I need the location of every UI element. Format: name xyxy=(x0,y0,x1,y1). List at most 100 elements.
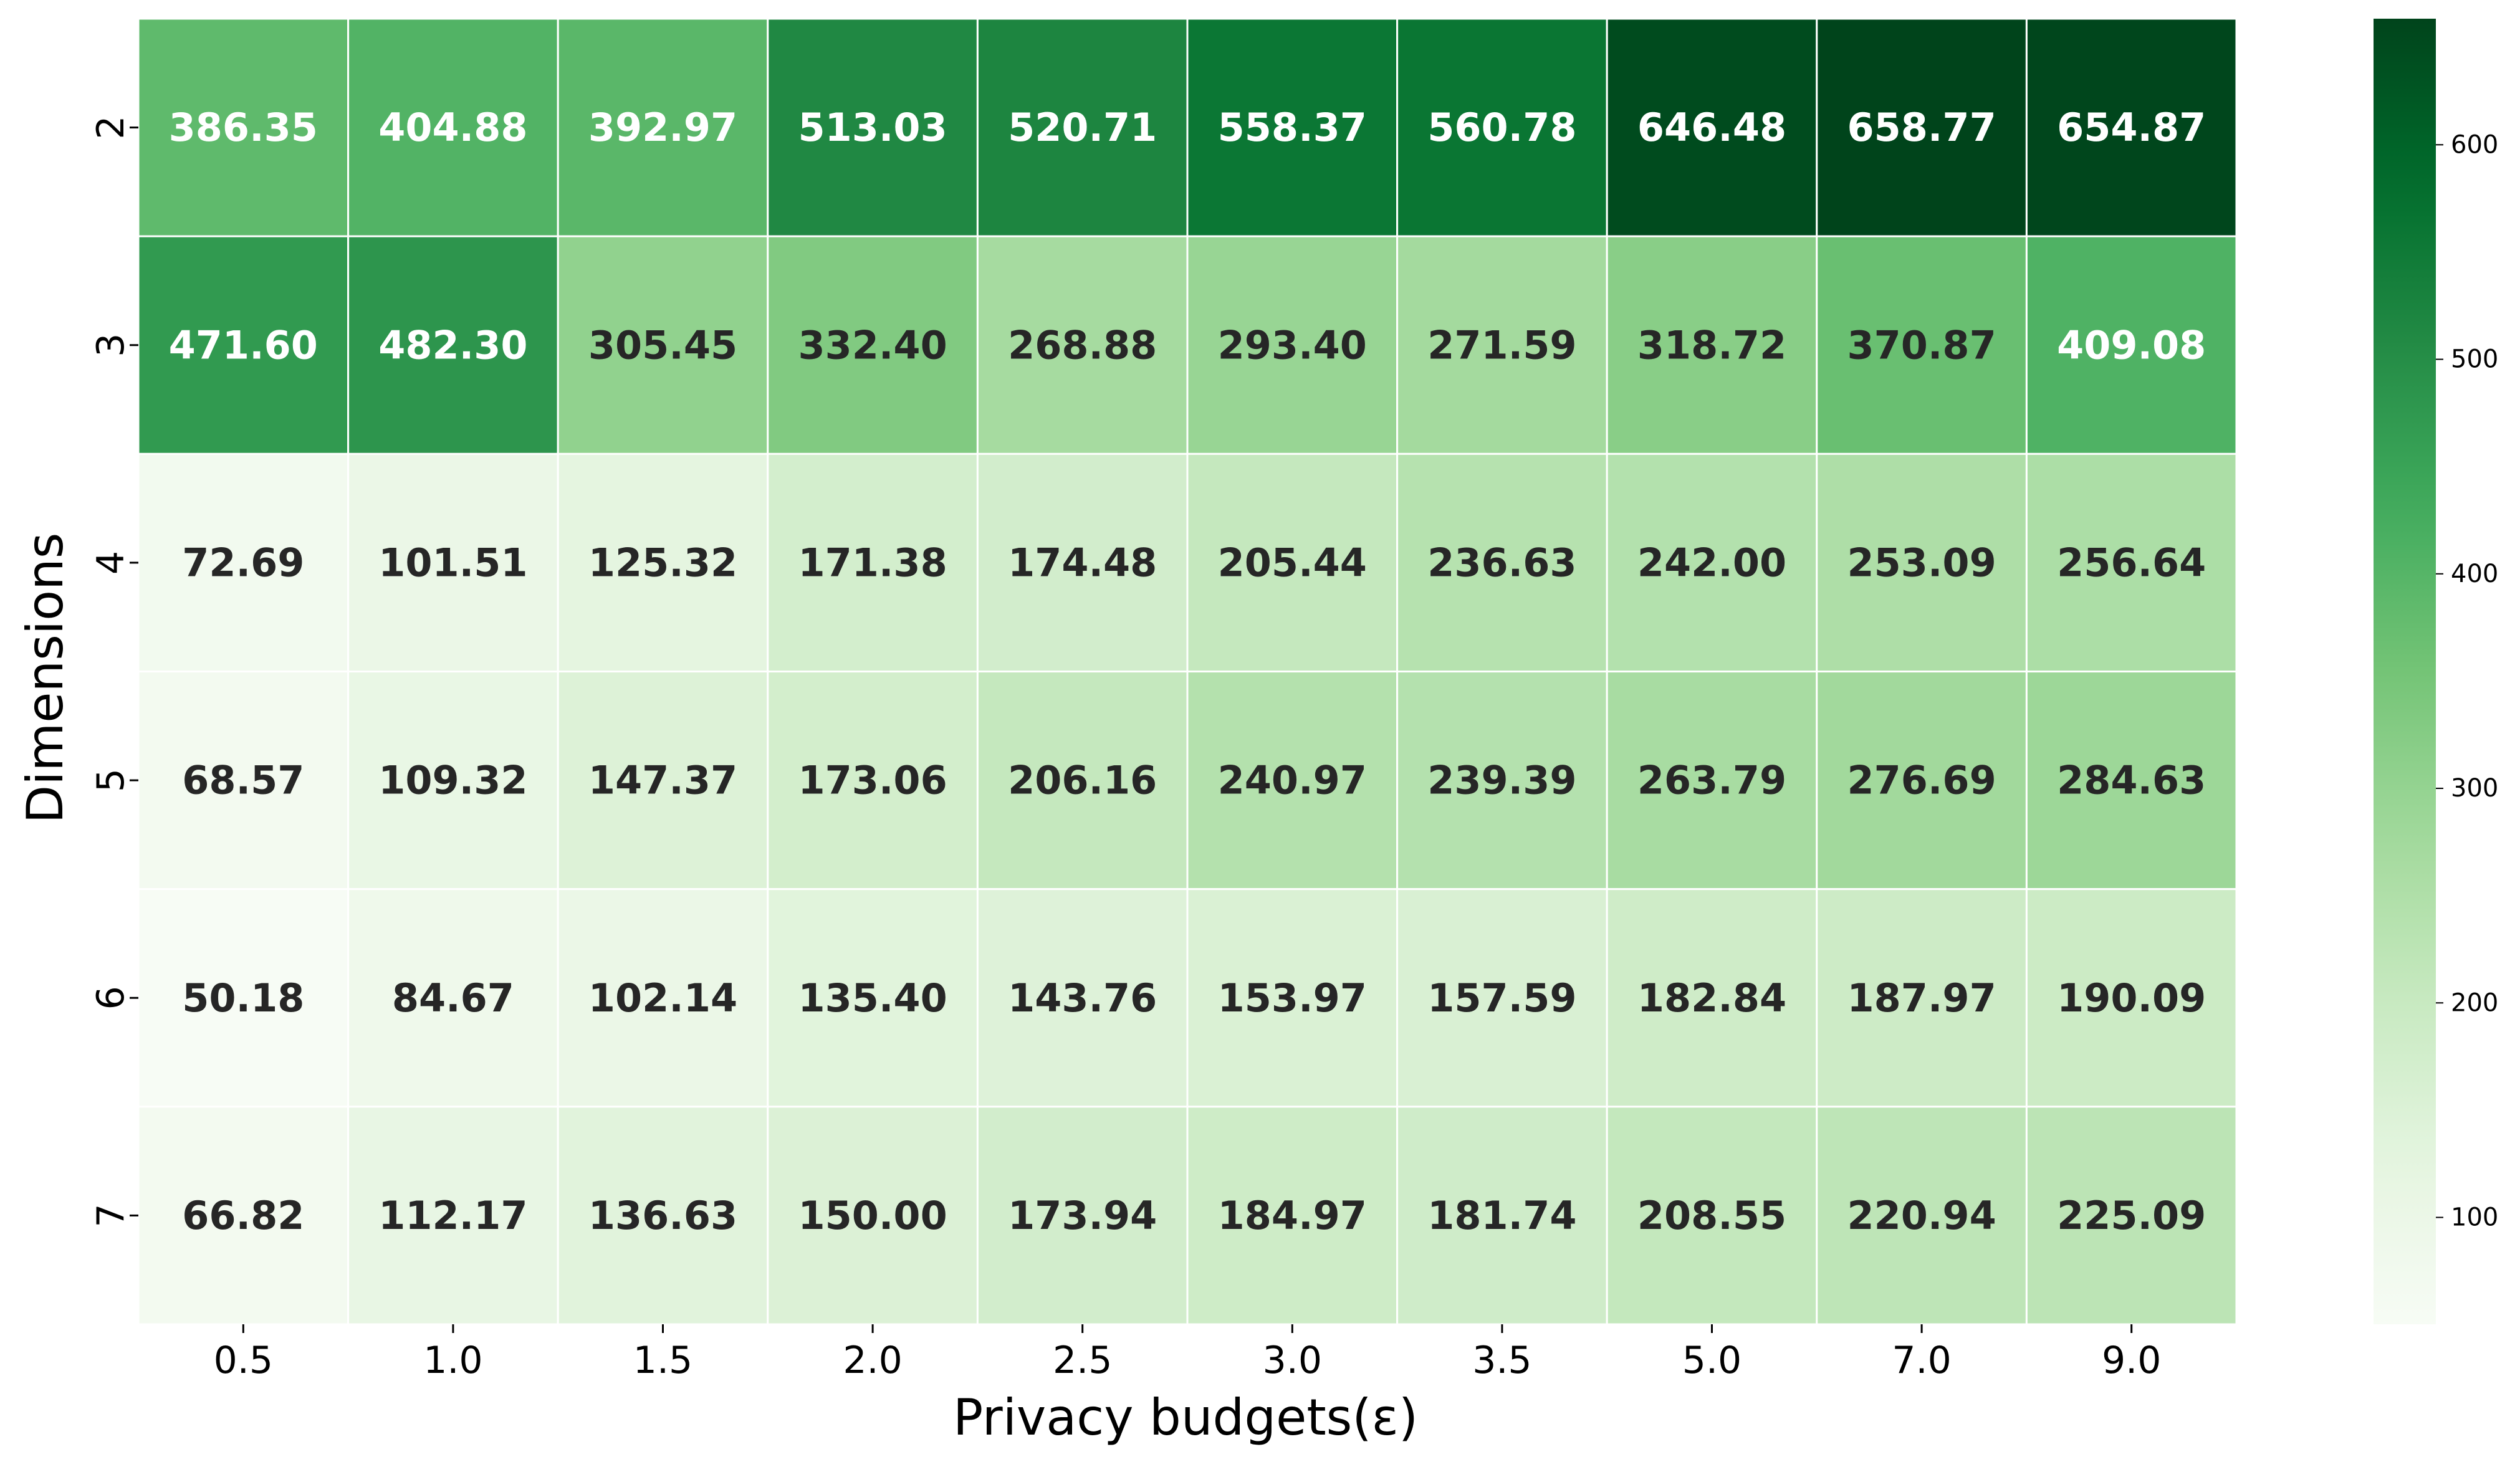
cell-value-label: 263.79 xyxy=(1637,758,1786,803)
cell-value-label: 513.03 xyxy=(798,105,947,150)
colorbar-gradient xyxy=(2374,19,2436,1324)
heatmap-cell xyxy=(1186,1106,1399,1326)
x-axis-ticks: 0.5 1.0 1.5 2.0 2.5 3.0 3.5 5.0 7.0 9.0 xyxy=(214,1324,2161,1382)
heatmap-cell xyxy=(137,17,350,237)
cell-value-label: 72.69 xyxy=(182,540,304,585)
heatmap-cell xyxy=(1816,888,2028,1108)
cell-value-label: 174.48 xyxy=(1008,540,1157,585)
cell-value-label: 646.48 xyxy=(1637,105,1786,150)
heatmap-cell xyxy=(767,235,979,455)
cell-value-label: 520.71 xyxy=(1008,105,1157,150)
cell-value-label: 284.63 xyxy=(2057,758,2206,803)
x-tick-label: 5.0 xyxy=(1682,1339,1741,1382)
heatmap-cell xyxy=(1186,235,1399,455)
heatmap-cells xyxy=(137,17,2238,1326)
heatmap-cell xyxy=(1396,671,1608,891)
heatmap-cell xyxy=(347,452,559,672)
cell-value-label: 560.78 xyxy=(1427,105,1576,150)
x-tick-label: 1.5 xyxy=(633,1339,692,1382)
heatmap-cell xyxy=(1816,452,2028,672)
cell-value-label: 187.97 xyxy=(1847,975,1996,1021)
heatmap-cell xyxy=(976,671,1189,891)
heatmap-cell xyxy=(557,1106,769,1326)
colorbar: 100 200 300 400 500 600 xyxy=(2374,19,2498,1324)
x-tick-label: 7.0 xyxy=(1892,1339,1951,1382)
heatmap-cell xyxy=(557,452,769,672)
cell-value-label: 136.63 xyxy=(588,1193,737,1238)
cell-value-label: 253.09 xyxy=(1847,540,1996,585)
cell-value-label: 206.16 xyxy=(1008,758,1157,803)
cell-value-label: 173.94 xyxy=(1008,1193,1157,1238)
x-tick-label: 3.0 xyxy=(1263,1339,1322,1382)
cell-value-label: 66.82 xyxy=(182,1193,304,1238)
cell-value-label: 404.88 xyxy=(378,105,527,150)
heatmap-cell xyxy=(1186,17,1399,237)
cell-value-label: 558.37 xyxy=(1218,105,1367,150)
cell-value-label: 236.63 xyxy=(1427,540,1576,585)
y-tick-label: 6 xyxy=(89,986,133,1010)
heatmap-cell xyxy=(137,452,350,672)
colorbar-ticks: 100 200 300 400 500 600 xyxy=(2436,130,2498,1232)
heatmap-cell xyxy=(347,888,559,1108)
heatmap-cell xyxy=(2025,235,2238,455)
heatmap-cell xyxy=(1606,452,1818,672)
cell-value-label: 173.06 xyxy=(798,758,947,803)
heatmap-cell xyxy=(1816,235,2028,455)
heatmap-cell xyxy=(137,671,350,891)
cell-value-label: 190.09 xyxy=(2057,975,2206,1021)
heatmap-cell xyxy=(557,235,769,455)
cell-value-label: 220.94 xyxy=(1847,1193,1996,1238)
heatmap-cell xyxy=(976,888,1189,1108)
y-tick-label: 5 xyxy=(89,768,133,792)
cell-value-label: 305.45 xyxy=(588,322,737,368)
heatmap-cell xyxy=(1396,452,1608,672)
heatmap-cell xyxy=(1606,888,1818,1108)
y-tick-label: 7 xyxy=(89,1203,133,1227)
y-axis-label: Dimensions xyxy=(16,533,74,824)
heatmap-cell xyxy=(137,1106,350,1326)
x-tick-label: 9.0 xyxy=(2102,1339,2161,1382)
cell-value-label: 109.32 xyxy=(378,758,527,803)
heatmap-cell xyxy=(1606,17,1818,237)
y-axis-ticks: 2 3 4 5 6 7 xyxy=(89,115,138,1228)
y-tick-label: 3 xyxy=(89,333,133,357)
cell-value-label: 68.57 xyxy=(182,758,304,803)
cell-value-label: 208.55 xyxy=(1637,1193,1786,1238)
x-tick-label: 2.0 xyxy=(843,1339,902,1382)
cell-value-label: 654.87 xyxy=(2057,105,2206,150)
y-tick-label: 4 xyxy=(89,551,133,575)
heatmap-cell xyxy=(2025,888,2238,1108)
cell-value-label: 157.59 xyxy=(1427,975,1576,1021)
heatmap-cell xyxy=(557,888,769,1108)
cell-value-label: 205.44 xyxy=(1218,540,1367,585)
x-axis-label: Privacy budgets(ε) xyxy=(953,1388,1418,1446)
cell-value-label: 153.97 xyxy=(1218,975,1367,1021)
cell-value-label: 102.14 xyxy=(588,975,737,1021)
cell-value-label: 271.59 xyxy=(1427,322,1576,368)
heatmap-cell xyxy=(767,1106,979,1326)
heatmap-cell xyxy=(1606,671,1818,891)
heatmap-cell xyxy=(767,17,979,237)
cell-value-label: 482.30 xyxy=(378,322,527,368)
heatmap-cell xyxy=(2025,17,2238,237)
heatmap-cell xyxy=(1396,235,1608,455)
colorbar-tick-label: 300 xyxy=(2451,774,2498,803)
cell-value-label: 135.40 xyxy=(798,975,947,1021)
cell-value-label: 239.39 xyxy=(1427,758,1576,803)
colorbar-tick-label: 400 xyxy=(2451,560,2498,588)
cell-value-label: 184.97 xyxy=(1218,1193,1367,1238)
heatmap-cell-labels: 386.35 404.88 392.97 513.03 520.71 558.37 560.… xyxy=(169,105,2206,1238)
colorbar-tick-label: 500 xyxy=(2451,345,2498,374)
x-tick-label: 0.5 xyxy=(214,1339,273,1382)
heatmap-cell xyxy=(347,17,559,237)
cell-value-label: 332.40 xyxy=(798,322,947,368)
heatmap-cell xyxy=(557,17,769,237)
heatmap-cell xyxy=(1606,235,1818,455)
cell-value-label: 50.18 xyxy=(182,975,304,1021)
heatmap-cell xyxy=(976,452,1189,672)
cell-value-label: 242.00 xyxy=(1637,540,1786,585)
y-tick-label: 2 xyxy=(89,115,133,139)
cell-value-label: 471.60 xyxy=(169,322,318,368)
heatmap-cell xyxy=(976,1106,1189,1326)
x-tick-label: 2.5 xyxy=(1053,1339,1112,1382)
